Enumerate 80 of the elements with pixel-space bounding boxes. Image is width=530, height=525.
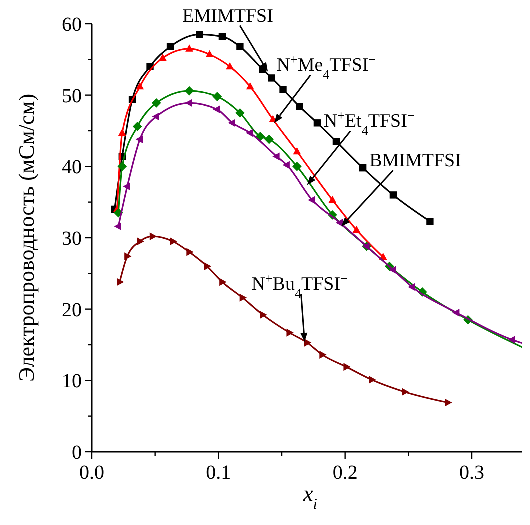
point [408,283,416,292]
point [213,106,220,114]
point [124,252,132,261]
point [508,336,516,344]
x-tick-label: 0.1 [206,462,232,484]
y-tick-label: 60 [62,14,82,36]
point [246,129,254,138]
point [170,238,178,246]
point [352,226,361,234]
y-tick-label: 10 [62,370,82,393]
point [332,138,340,146]
point [240,294,248,302]
point [452,308,460,317]
point [445,398,452,407]
point [268,74,276,82]
y-tick-label: 0 [72,442,82,464]
point [256,132,266,142]
point [344,363,351,372]
point [314,120,322,127]
y-tick-label: 40 [62,156,82,179]
point [118,128,126,136]
point [328,196,337,204]
point [123,182,130,191]
annotation: N$^{+}$Et$_{4}$TFSI$^{−}$ [324,108,415,138]
point [220,278,227,286]
point [136,82,144,90]
point [158,54,167,62]
point [166,43,174,50]
point [308,196,316,204]
point [260,311,268,319]
point [293,147,302,155]
y-tick-label: 50 [62,85,82,108]
point [236,108,245,118]
point [206,50,214,58]
point [272,152,280,161]
point [218,33,226,40]
annotation: N$^{+}$Bu$_{4}$TFSI$^{−}$ [252,270,348,301]
point [196,31,204,38]
point [369,376,376,384]
x-tick-label: 0.3 [460,462,484,484]
annotation: EMIMTFSI [182,6,274,27]
point [389,266,396,274]
point [184,86,194,96]
annotation: BMIMTFSI [370,150,462,172]
point [228,119,236,128]
point [292,162,302,172]
point [402,388,410,396]
point [246,82,254,90]
point [212,92,222,102]
point [426,218,434,226]
point [359,164,367,172]
point [186,248,194,256]
point [137,238,144,246]
point [304,338,312,347]
y-axis-title: Электропроводность (мСм/см) [14,94,39,382]
point [152,98,162,108]
point [204,262,212,270]
point [296,103,304,110]
x-tick-label: 0.0 [80,462,104,484]
point [114,222,122,231]
point [236,43,244,50]
point [185,99,192,108]
point [226,62,234,70]
point [320,351,327,359]
point [280,86,287,94]
point [282,161,290,170]
x-tick-label: 0.2 [332,462,358,484]
point [264,134,274,144]
annotation: N$^{+}$Me$_{4}$TFSI$^{−}$ [276,52,376,82]
y-tick-label: 20 [62,299,82,322]
y-tick-label: 30 [62,228,82,250]
point [118,162,128,172]
point [152,112,160,121]
point [186,44,194,52]
point [390,192,398,199]
point [116,278,124,286]
x-axis-title: x$_{i}$ [302,481,318,513]
point [132,122,142,132]
point [136,136,144,144]
point [286,328,294,337]
